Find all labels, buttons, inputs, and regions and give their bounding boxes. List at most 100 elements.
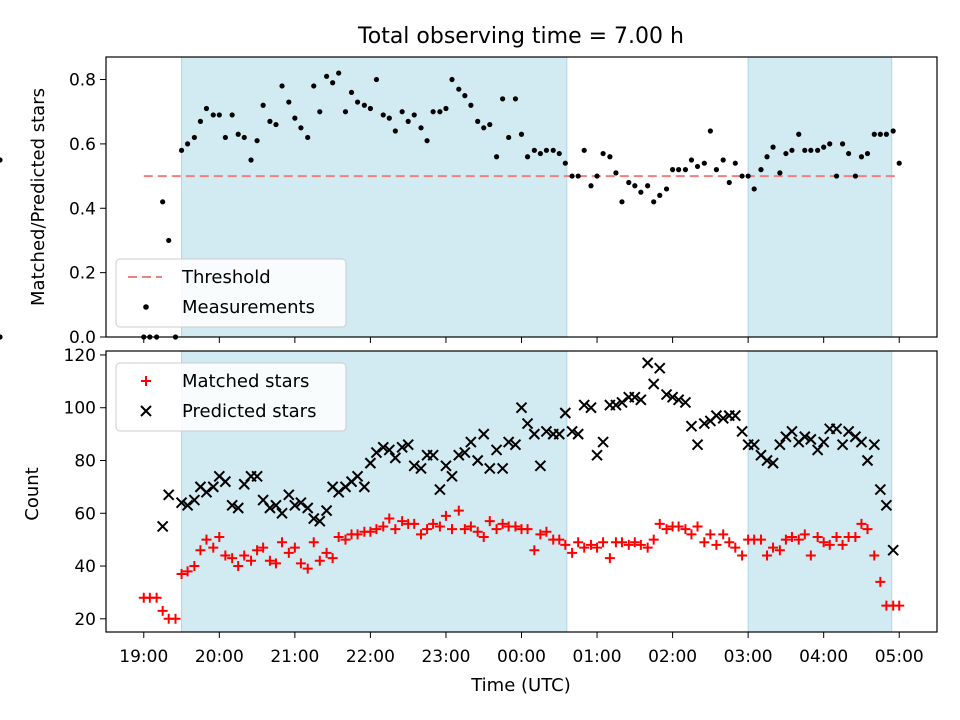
measurement-point <box>166 237 172 244</box>
predicted-star-point <box>836 438 849 451</box>
measurement-point <box>745 173 751 179</box>
matched-star-point <box>497 518 508 529</box>
matched-star-point <box>616 537 627 548</box>
legend-label: Measurements <box>182 297 315 318</box>
matched-star-point <box>869 550 880 561</box>
matched-star-point <box>258 542 269 553</box>
measurement-point <box>575 173 581 179</box>
predicted-star-point <box>465 436 477 448</box>
predicted-star-point <box>181 499 194 512</box>
measurement-point <box>537 150 543 157</box>
predicted-star-point <box>484 462 496 475</box>
measurement-point <box>688 157 695 163</box>
measurement-point <box>506 134 512 141</box>
top-y-tick-label: 0.4 <box>69 199 96 219</box>
measurement-point <box>852 173 859 179</box>
predicted-star-point <box>641 357 654 369</box>
matched-star-point <box>446 524 457 535</box>
measurement-point <box>839 141 846 147</box>
matched-star-point <box>705 529 716 540</box>
predicted-star-point <box>226 499 238 512</box>
matched-star-point <box>151 592 162 603</box>
measurement-point <box>531 147 537 153</box>
measurement-point <box>871 131 877 137</box>
matched-star-point <box>409 518 420 529</box>
top-shaded-window-1 <box>747 56 893 338</box>
top-y-axis-label: Matched/Predicted stars <box>28 88 49 306</box>
predicted-star-point <box>370 446 383 459</box>
measurement-point <box>815 147 821 153</box>
measurement-point <box>543 147 550 153</box>
measurement-point <box>392 128 398 134</box>
predicted-star-point <box>351 470 364 483</box>
predicted-star-point <box>861 454 874 467</box>
matched-star-point <box>604 553 615 564</box>
x-tick-label: 21:00 <box>270 647 319 667</box>
predicted-star-point <box>736 425 748 438</box>
measurement-point <box>732 160 738 166</box>
measurement-point <box>0 334 3 340</box>
measurement-point <box>210 112 216 118</box>
measurement-point <box>298 125 304 131</box>
matched-star-point <box>182 566 193 577</box>
measurement-point <box>286 99 292 105</box>
predicted-star-point <box>490 444 503 456</box>
x-axis-label: Time (UTC) <box>470 675 571 696</box>
matched-star-point <box>434 521 445 532</box>
measurement-point <box>481 125 487 131</box>
measurement-point <box>518 131 525 137</box>
measurement-point <box>739 173 745 179</box>
matched-star-point <box>737 550 748 561</box>
measurement-point <box>864 150 871 157</box>
predicted-star-point <box>440 460 452 472</box>
measurement-point <box>663 186 670 192</box>
predicted-star-point <box>156 520 169 533</box>
bottom-y-tick-label: 40 <box>74 557 96 577</box>
bottom-legend-box <box>115 362 347 432</box>
predicted-star-point <box>710 409 723 422</box>
measurement-point <box>203 105 210 112</box>
matched-star-point <box>875 576 886 587</box>
measurement-point <box>562 160 568 166</box>
matched-star-point <box>894 600 905 611</box>
measurement-point <box>487 121 493 128</box>
predicted-star-point <box>521 417 534 430</box>
x-tick-label: 05:00 <box>875 647 924 667</box>
measurement-point <box>858 154 865 160</box>
measurement-point <box>475 118 481 124</box>
measurement-point <box>500 96 506 102</box>
predicted-star-point <box>635 394 647 406</box>
matched-star-point <box>422 524 433 535</box>
matched-star-point <box>560 539 571 550</box>
predicted-star-point <box>408 460 420 472</box>
matched-star-point <box>522 524 533 535</box>
matched-star-point <box>850 532 861 543</box>
predicted-star-point <box>679 396 692 409</box>
measurement-point <box>305 134 311 141</box>
matched-star-point <box>648 534 659 545</box>
matched-star-point <box>239 550 250 561</box>
bottom-y-tick-label: 120 <box>64 346 96 366</box>
matched-star-point <box>768 542 779 553</box>
predicted-star-point <box>453 449 465 461</box>
chart-title: Total observing time = 7.00 h <box>357 24 684 49</box>
predicted-star-point <box>509 438 522 451</box>
matched-star-point <box>384 513 395 524</box>
matched-star-point <box>378 521 389 532</box>
measurement-point <box>456 86 462 92</box>
x-tick-label: 00:00 <box>497 647 546 667</box>
measurement-point <box>556 150 562 157</box>
matched-star-point <box>799 529 810 540</box>
matched-star-point <box>730 542 741 553</box>
x-tick-label: 23:00 <box>421 647 470 667</box>
predicted-star-point <box>434 483 446 496</box>
x-tick-label: 20:00 <box>195 647 244 667</box>
matched-star-point <box>220 550 231 561</box>
predicted-star-point <box>188 494 201 506</box>
measurement-point <box>254 138 260 144</box>
measurement-point <box>336 70 342 76</box>
plot-layer: 0.0 0.2 0.4 0.6 0.8 Threshold Measurements 20 40… <box>0 56 938 667</box>
matched-star-point <box>472 526 483 537</box>
predicted-star-point <box>559 407 572 419</box>
